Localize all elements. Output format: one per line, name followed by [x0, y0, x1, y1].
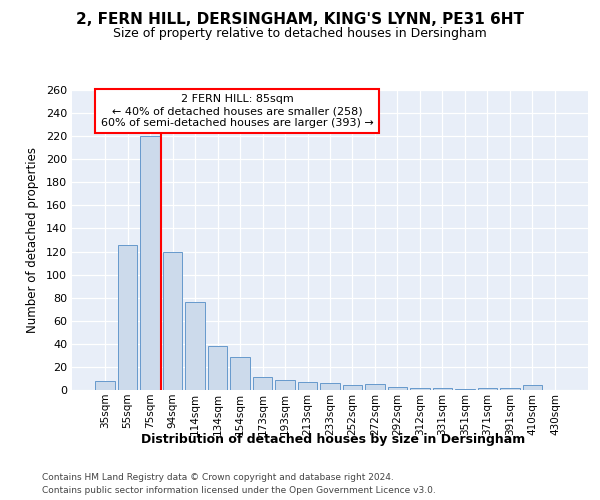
- Bar: [523, 386, 542, 390]
- Bar: [230, 356, 250, 390]
- Bar: [365, 384, 385, 390]
- Bar: [455, 389, 475, 390]
- Bar: [140, 136, 160, 390]
- Text: Contains public sector information licensed under the Open Government Licence v3: Contains public sector information licen…: [42, 486, 436, 495]
- Text: Size of property relative to detached houses in Dersingham: Size of property relative to detached ho…: [113, 28, 487, 40]
- Bar: [410, 388, 430, 390]
- Y-axis label: Number of detached properties: Number of detached properties: [26, 147, 39, 333]
- Bar: [433, 388, 452, 390]
- Text: Contains HM Land Registry data © Crown copyright and database right 2024.: Contains HM Land Registry data © Crown c…: [42, 472, 394, 482]
- Bar: [298, 382, 317, 390]
- Bar: [478, 388, 497, 390]
- Bar: [343, 386, 362, 390]
- Bar: [95, 381, 115, 390]
- Bar: [185, 302, 205, 390]
- Bar: [500, 388, 520, 390]
- Text: 2 FERN HILL: 85sqm
← 40% of detached houses are smaller (258)
60% of semi-detach: 2 FERN HILL: 85sqm ← 40% of detached hou…: [101, 94, 373, 128]
- Bar: [253, 378, 272, 390]
- Bar: [275, 380, 295, 390]
- Text: Distribution of detached houses by size in Dersingham: Distribution of detached houses by size …: [141, 432, 525, 446]
- Bar: [320, 383, 340, 390]
- Bar: [208, 346, 227, 390]
- Bar: [163, 252, 182, 390]
- Text: 2, FERN HILL, DERSINGHAM, KING'S LYNN, PE31 6HT: 2, FERN HILL, DERSINGHAM, KING'S LYNN, P…: [76, 12, 524, 28]
- Bar: [118, 244, 137, 390]
- Bar: [388, 386, 407, 390]
